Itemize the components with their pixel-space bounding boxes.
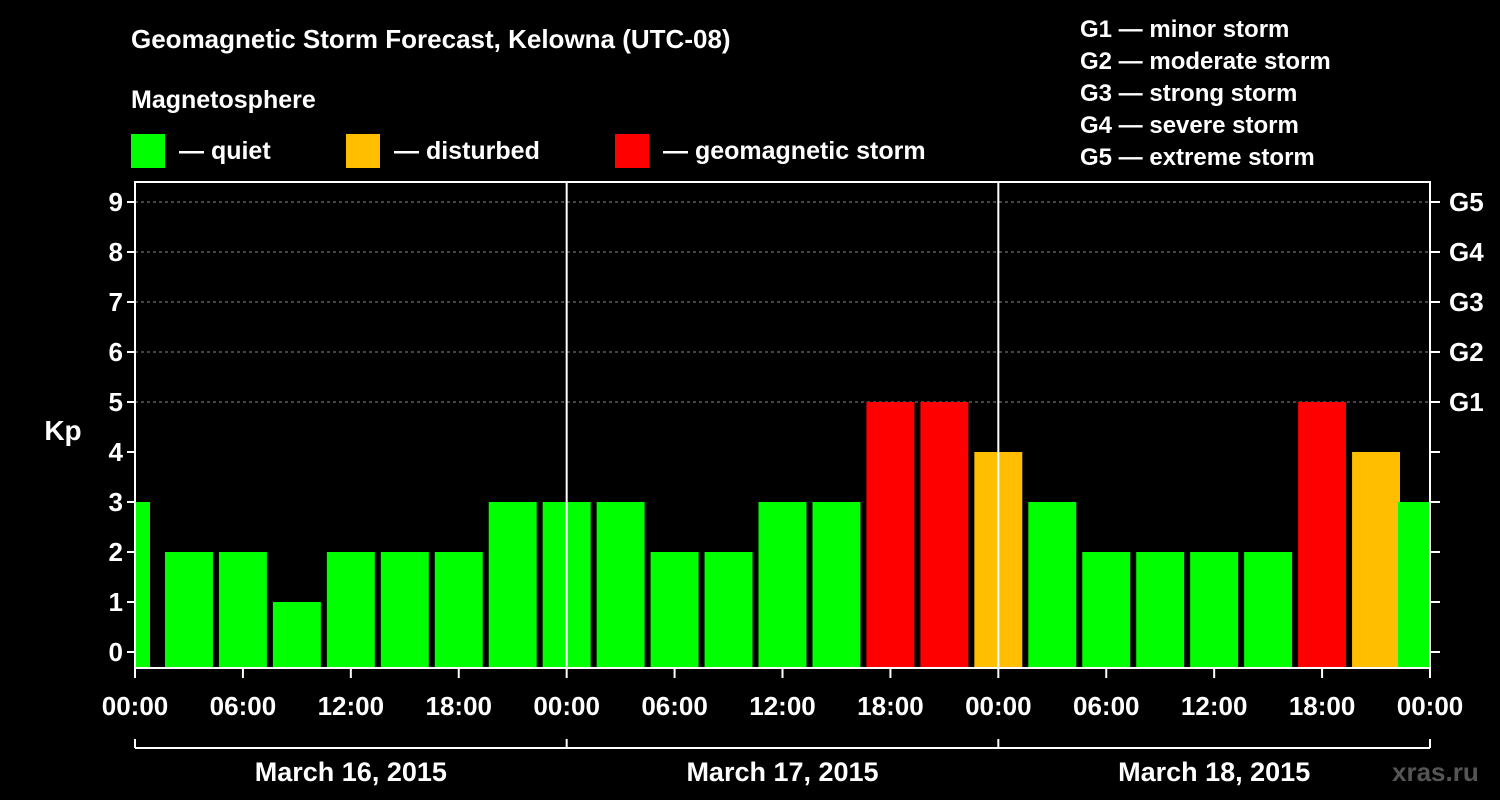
day-label: March 16, 2015 [255, 757, 447, 787]
kp-bar [1352, 452, 1401, 668]
watermark: xras.ru [1392, 757, 1479, 787]
legend-label-quiet: — quiet [179, 136, 271, 165]
g-scale-label: G4 [1449, 237, 1484, 267]
x-tick-label: 00:00 [533, 691, 600, 721]
kp-bar [920, 402, 969, 668]
legend-swatch-disturbed [346, 134, 380, 168]
storm-scale-legend: G1 — minor storm G2 — moderate storm G3 … [1080, 14, 1331, 174]
x-tick-label: 12:00 [749, 691, 816, 721]
storm-scale-g1: G1 — minor storm [1080, 16, 1290, 43]
legend-item-quiet: — quiet [131, 134, 271, 168]
y-tick-label: 8 [109, 237, 123, 267]
x-tick-label: 18:00 [857, 691, 924, 721]
chart-title: Geomagnetic Storm Forecast, Kelowna (UTC… [131, 24, 731, 54]
kp-bar [218, 552, 267, 668]
x-tick-label: 06:00 [641, 691, 708, 721]
y-tick-label: 0 [109, 637, 123, 667]
storm-scale-g4: G4 — severe storm [1080, 112, 1299, 139]
g-scale-label: G1 [1449, 387, 1484, 417]
day-label: March 18, 2015 [1118, 757, 1310, 787]
y-tick-label: 5 [109, 387, 123, 417]
kp-bar [272, 602, 321, 668]
storm-scale-g2: G2 — moderate storm [1080, 48, 1331, 75]
y-tick-label: 6 [109, 337, 123, 367]
kp-bar [758, 502, 807, 668]
x-tick-label: 18:00 [426, 691, 493, 721]
y-tick-label: 1 [109, 587, 123, 617]
legend-swatch-storm [615, 134, 649, 168]
kp-bar [650, 552, 699, 668]
storm-scale-g3: G3 — strong storm [1080, 80, 1298, 107]
kp-bar [1190, 552, 1239, 668]
kp-bar [1298, 402, 1347, 668]
y-tick-label: 9 [109, 187, 123, 217]
g-scale-label: G5 [1449, 187, 1484, 217]
kp-bar [136, 502, 150, 668]
g-scale-label: G3 [1449, 287, 1484, 317]
legend-item-disturbed: — disturbed [346, 134, 540, 168]
kp-bar [488, 502, 537, 668]
legend-label-disturbed: — disturbed [394, 136, 540, 165]
x-tick-label: 12:00 [1181, 691, 1248, 721]
kp-bar [1244, 552, 1293, 668]
x-tick-label: 00:00 [1397, 691, 1464, 721]
x-tick-label: 06:00 [210, 691, 277, 721]
x-tick-label: 18:00 [1289, 691, 1356, 721]
kp-bar [380, 552, 429, 668]
legend-label-storm: — geomagnetic storm [663, 136, 926, 165]
storm-scale-g5: G5 — extreme storm [1080, 144, 1315, 171]
kp-bar [1028, 502, 1077, 668]
legend-item-storm: — geomagnetic storm [615, 134, 926, 168]
day-label: March 17, 2015 [686, 757, 878, 787]
x-tick-label: 06:00 [1073, 691, 1140, 721]
kp-bar [704, 552, 753, 668]
kp-bar [1398, 502, 1429, 668]
kp-bar [1136, 552, 1185, 668]
x-tick-label: 00:00 [102, 691, 169, 721]
y-tick-label: 4 [109, 437, 124, 467]
y-tick-label: 2 [109, 537, 123, 567]
kp-bar [1082, 552, 1131, 668]
kp-bar [812, 502, 861, 668]
x-tick-label: 00:00 [965, 691, 1032, 721]
x-tick-label: 12:00 [318, 691, 385, 721]
kp-bar [164, 552, 213, 668]
kp-bar [596, 502, 645, 668]
kp-bar [326, 552, 375, 668]
g-scale-label: G2 [1449, 337, 1484, 367]
y-tick-label: 3 [109, 487, 123, 517]
legend-heading: Magnetosphere [131, 86, 316, 114]
kp-bar [434, 552, 483, 668]
y-axis-label: Kp [44, 415, 81, 446]
legend-swatch-quiet [131, 134, 165, 168]
y-tick-label: 7 [109, 287, 123, 317]
kp-bar [866, 402, 915, 668]
